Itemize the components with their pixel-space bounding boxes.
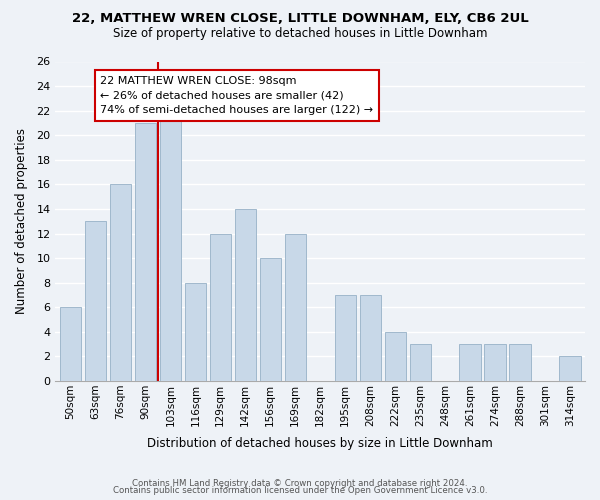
Bar	[110, 184, 131, 381]
Bar	[284, 234, 306, 381]
Bar	[335, 295, 356, 381]
Bar	[135, 123, 156, 381]
Text: 22 MATTHEW WREN CLOSE: 98sqm
← 26% of detached houses are smaller (42)
74% of se: 22 MATTHEW WREN CLOSE: 98sqm ← 26% of de…	[100, 76, 374, 116]
Bar	[509, 344, 530, 381]
Bar	[260, 258, 281, 381]
Bar	[359, 295, 381, 381]
Text: Contains HM Land Registry data © Crown copyright and database right 2024.: Contains HM Land Registry data © Crown c…	[132, 478, 468, 488]
Text: 22, MATTHEW WREN CLOSE, LITTLE DOWNHAM, ELY, CB6 2UL: 22, MATTHEW WREN CLOSE, LITTLE DOWNHAM, …	[71, 12, 529, 26]
Bar	[185, 282, 206, 381]
Bar	[410, 344, 431, 381]
Bar	[160, 110, 181, 381]
Y-axis label: Number of detached properties: Number of detached properties	[15, 128, 28, 314]
Bar	[209, 234, 231, 381]
Bar	[235, 209, 256, 381]
Bar	[85, 221, 106, 381]
X-axis label: Distribution of detached houses by size in Little Downham: Distribution of detached houses by size …	[148, 437, 493, 450]
Bar	[559, 356, 581, 381]
Bar	[385, 332, 406, 381]
Text: Size of property relative to detached houses in Little Downham: Size of property relative to detached ho…	[113, 28, 487, 40]
Text: Contains public sector information licensed under the Open Government Licence v3: Contains public sector information licen…	[113, 486, 487, 495]
Bar	[484, 344, 506, 381]
Bar	[60, 308, 81, 381]
Bar	[460, 344, 481, 381]
